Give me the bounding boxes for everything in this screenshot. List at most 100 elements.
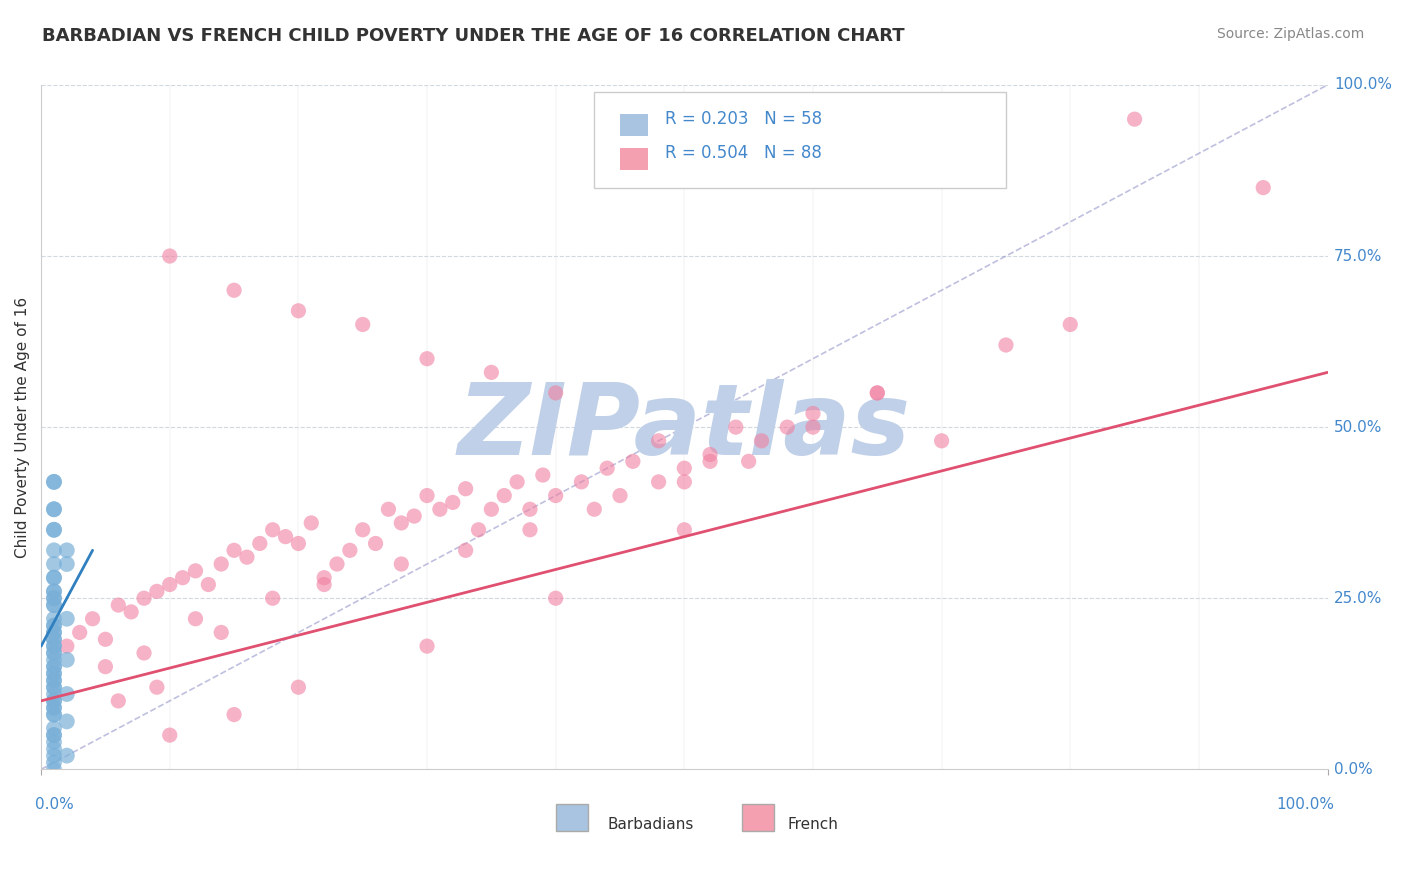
- Point: [56, 714, 79, 729]
- Point: [544, 591, 567, 606]
- Point: [42, 639, 65, 653]
- Point: [42, 646, 65, 660]
- Point: [931, 434, 953, 448]
- Point: [42, 762, 65, 776]
- Point: [404, 509, 426, 524]
- Point: [94, 659, 117, 673]
- Point: [994, 338, 1017, 352]
- Point: [132, 591, 155, 606]
- Text: R = 0.203   N = 58: R = 0.203 N = 58: [665, 110, 823, 128]
- Point: [42, 659, 65, 673]
- Point: [42, 700, 65, 714]
- Point: [1059, 318, 1081, 332]
- Point: [42, 673, 65, 688]
- Point: [42, 728, 65, 742]
- Point: [94, 632, 117, 647]
- Point: [42, 571, 65, 585]
- Point: [159, 249, 181, 263]
- Point: [776, 420, 799, 434]
- Point: [42, 707, 65, 722]
- Point: [531, 468, 554, 483]
- Point: [596, 461, 619, 475]
- Point: [1251, 180, 1274, 194]
- Text: 25.0%: 25.0%: [1334, 591, 1382, 606]
- Point: [146, 584, 169, 599]
- Point: [673, 475, 696, 489]
- Text: ZIPatlas: ZIPatlas: [458, 378, 911, 475]
- Point: [69, 625, 91, 640]
- Point: [287, 303, 309, 318]
- Point: [42, 618, 65, 632]
- FancyBboxPatch shape: [620, 148, 648, 170]
- Point: [429, 502, 451, 516]
- Point: [326, 557, 349, 571]
- Point: [42, 653, 65, 667]
- Point: [132, 646, 155, 660]
- Point: [467, 523, 489, 537]
- Point: [82, 612, 104, 626]
- Text: R = 0.504   N = 88: R = 0.504 N = 88: [665, 145, 823, 162]
- Point: [42, 639, 65, 653]
- Point: [544, 489, 567, 503]
- Point: [56, 557, 79, 571]
- Point: [42, 502, 65, 516]
- Point: [42, 666, 65, 681]
- Point: [209, 625, 232, 640]
- Point: [287, 536, 309, 550]
- Point: [389, 516, 412, 530]
- Text: 75.0%: 75.0%: [1334, 249, 1382, 263]
- Point: [42, 475, 65, 489]
- Point: [454, 482, 477, 496]
- Point: [262, 523, 284, 537]
- Point: [42, 598, 65, 612]
- Point: [801, 420, 824, 434]
- Point: [352, 318, 374, 332]
- Point: [699, 454, 721, 468]
- Point: [519, 502, 541, 516]
- Point: [42, 748, 65, 763]
- Point: [42, 557, 65, 571]
- Text: Source: ZipAtlas.com: Source: ZipAtlas.com: [1216, 27, 1364, 41]
- Text: 50.0%: 50.0%: [1334, 419, 1382, 434]
- Point: [42, 735, 65, 749]
- Point: [352, 523, 374, 537]
- Point: [866, 385, 889, 400]
- Point: [146, 680, 169, 694]
- Point: [42, 584, 65, 599]
- Point: [737, 454, 759, 468]
- Point: [222, 707, 245, 722]
- Point: [42, 523, 65, 537]
- Point: [42, 475, 65, 489]
- FancyBboxPatch shape: [620, 113, 648, 136]
- Point: [519, 523, 541, 537]
- FancyBboxPatch shape: [742, 804, 775, 831]
- Point: [249, 536, 271, 550]
- Point: [262, 591, 284, 606]
- Point: [479, 502, 502, 516]
- Point: [236, 550, 259, 565]
- Point: [299, 516, 322, 530]
- Point: [42, 646, 65, 660]
- Point: [42, 632, 65, 647]
- Point: [673, 461, 696, 475]
- Point: [544, 385, 567, 400]
- Point: [56, 748, 79, 763]
- Point: [56, 612, 79, 626]
- Y-axis label: Child Poverty Under the Age of 16: Child Poverty Under the Age of 16: [15, 296, 30, 558]
- Text: 0.0%: 0.0%: [1334, 762, 1372, 777]
- Point: [56, 639, 79, 653]
- Point: [56, 543, 79, 558]
- Point: [42, 659, 65, 673]
- Point: [184, 564, 207, 578]
- Point: [42, 502, 65, 516]
- Point: [42, 680, 65, 694]
- Point: [197, 577, 219, 591]
- Text: BARBADIAN VS FRENCH CHILD POVERTY UNDER THE AGE OF 16 CORRELATION CHART: BARBADIAN VS FRENCH CHILD POVERTY UNDER …: [42, 27, 905, 45]
- Point: [673, 523, 696, 537]
- Point: [647, 475, 669, 489]
- Point: [314, 571, 336, 585]
- Point: [42, 666, 65, 681]
- Point: [42, 523, 65, 537]
- Point: [42, 598, 65, 612]
- Point: [751, 434, 773, 448]
